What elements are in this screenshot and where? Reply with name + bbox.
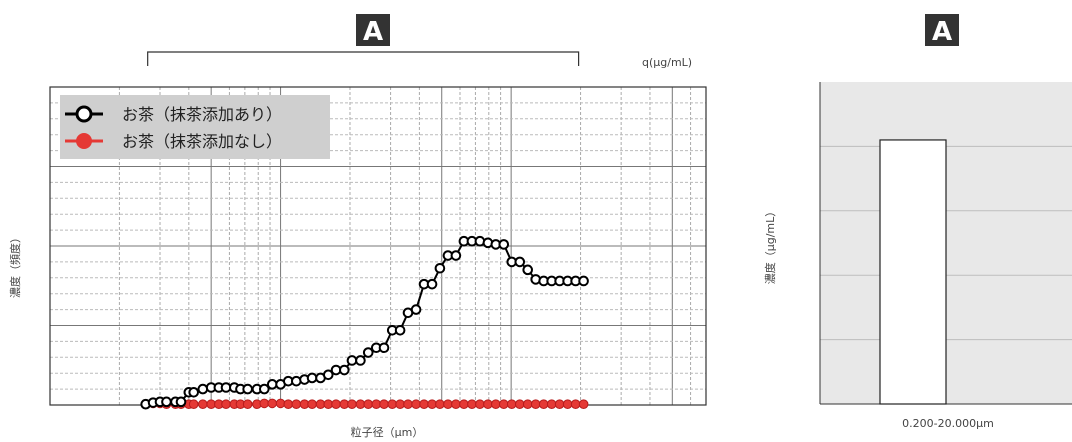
badge-a-left: A [356,14,390,47]
data-point-with-matcha [410,304,422,315]
data-point-without-matcha [570,399,581,410]
data-point-without-matcha [491,399,501,410]
line-series-group [140,235,589,410]
data-point-with-matcha [450,250,462,261]
data-point-without-matcha [379,399,389,410]
data-point-with-matcha [346,355,358,366]
y-axis-title: 濃度（頻度） [8,232,22,298]
data-point-without-matcha [451,399,461,410]
data-point-with-matcha [362,347,374,358]
data-point-with-matcha [242,383,253,395]
data-point-without-matcha [283,399,294,410]
data-point-without-matcha [506,399,517,410]
data-point-without-matcha [419,399,429,410]
data-point-without-matcha [562,399,573,410]
data-point-without-matcha [331,399,341,410]
bar-category-label: 0.200-20.000μm [902,417,994,430]
data-point-without-matcha [522,399,533,410]
data-point-without-matcha [395,399,405,410]
data-point-with-matcha [378,342,390,354]
data-point-with-matcha [578,275,589,287]
data-point-with-matcha [290,375,302,387]
data-point-with-matcha [426,278,438,290]
data-point-without-matcha [435,399,445,410]
data-point-with-matcha [258,383,270,395]
legend-label-without-matcha: お茶（抹茶添加なし） [122,132,282,151]
data-point-without-matcha [188,399,199,410]
data-point-without-matcha [467,399,477,410]
data-point-with-matcha [175,396,187,408]
data-point-with-matcha [339,364,350,376]
data-point-without-matcha [221,399,231,410]
data-point-without-matcha [411,399,421,410]
data-point-without-matcha [538,399,549,410]
data-point-without-matcha [554,399,565,410]
badge-a-left-text: A [363,17,383,47]
data-point-without-matcha [403,399,413,410]
data-point-with-matcha [266,379,278,390]
data-point-with-matcha [188,386,200,398]
data-point-without-matcha [198,399,208,410]
data-point-with-matcha [322,369,334,381]
data-point-without-matcha [483,399,493,410]
bar-0 [879,139,947,405]
data-point-without-matcha [475,399,485,410]
x-axis-title: 粒子径（μm） [351,425,424,439]
badge-a-right-text: A [932,17,952,47]
data-point-with-matcha [498,239,510,250]
data-point-without-matcha [443,399,453,410]
range-bracket-line [147,51,580,66]
data-point-without-matcha [291,399,302,410]
data-point-with-matcha [514,256,526,268]
legend-item-with-matcha: お茶（抹茶添加あり） [65,105,282,124]
data-point-without-matcha [387,399,398,410]
data-point-with-matcha [394,324,406,336]
unit-label: q(μg/mL) [642,56,692,69]
bar-group [879,139,947,405]
data-point-without-matcha [427,399,437,410]
data-point-with-matcha [522,264,534,276]
data-point-without-matcha [242,399,253,410]
range-bracket [147,51,580,66]
data-point-without-matcha [498,399,509,410]
data-point-without-matcha [307,399,317,410]
data-point-without-matcha [530,399,541,410]
legend-item-without-matcha: お茶（抹茶添加なし） [65,132,282,151]
data-point-without-matcha [459,399,469,410]
data-point-without-matcha [347,399,357,410]
legend: お茶（抹茶添加あり） お茶（抹茶添加なし） [60,95,330,159]
data-point-with-matcha [161,396,172,408]
data-point-without-matcha [578,399,589,410]
legend-label-with-matcha: お茶（抹茶添加あり） [122,105,282,124]
legend-marker-without-matcha [76,133,92,149]
data-point-without-matcha [546,399,557,410]
data-point-with-matcha [434,262,446,274]
data-point-without-matcha [514,399,525,410]
data-point-without-matcha [363,399,374,410]
data-point-with-matcha [306,372,318,384]
bar-y-axis-title: 濃度（μg/mL） [763,206,777,285]
data-point-with-matcha [197,383,209,395]
data-point-without-matcha [259,398,270,409]
badge-a-right: A [925,14,959,47]
data-point-without-matcha [267,398,278,409]
data-point-with-matcha [355,355,366,366]
legend-marker-with-matcha [75,105,93,123]
